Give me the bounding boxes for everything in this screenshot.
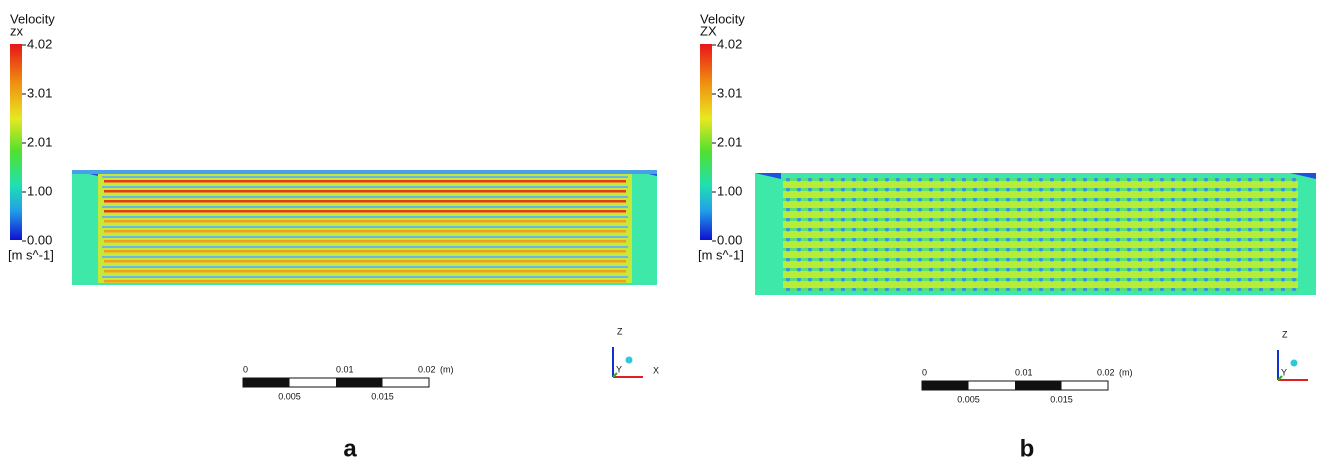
scale-label: 0.015 — [1050, 394, 1073, 404]
legend-tick: 3.01 — [27, 85, 52, 100]
axis-label: Z — [1282, 329, 1288, 339]
channel-core — [104, 180, 626, 183]
legend-tick: 4.02 — [27, 36, 52, 51]
legend-tick: 1.00 — [717, 183, 742, 198]
view-sphere — [625, 356, 633, 364]
pin-fin-zone — [783, 178, 1298, 291]
scale-label: 0 — [922, 367, 927, 377]
channel-core — [104, 210, 626, 213]
axis-label: Y — [616, 364, 622, 374]
channel-wall — [102, 216, 628, 218]
channel-wall — [102, 246, 628, 248]
channel-wall — [102, 266, 628, 268]
legend-tick: 2.01 — [717, 134, 742, 149]
channel-wall — [102, 256, 628, 258]
legend-tick: 3.01 — [717, 85, 742, 100]
channel-wall — [102, 196, 628, 198]
legend-tick: 0.00 — [717, 232, 742, 247]
channel-core — [104, 280, 626, 283]
legend-tick: 1.00 — [27, 183, 52, 198]
scale-label: 0.005 — [957, 394, 980, 404]
channel-wall — [102, 276, 628, 278]
channel-core — [104, 270, 626, 273]
top-wall — [72, 170, 657, 174]
legend-tick: 0.00 — [27, 232, 52, 247]
legend-subtitle: zx — [10, 23, 24, 38]
scale-label: 0.02 — [1097, 367, 1115, 377]
channel-core — [104, 190, 626, 193]
scale-label: 0.005 — [278, 391, 301, 401]
scale-label: 0 — [243, 364, 248, 374]
scale-label: 0.01 — [336, 364, 354, 374]
legend-title: Velocity — [700, 11, 745, 26]
color-bar — [700, 44, 712, 240]
channel-core — [104, 230, 626, 233]
scale-label: (m) — [440, 364, 454, 374]
legend-tick: 2.01 — [27, 134, 52, 149]
inlet-corner — [755, 173, 781, 179]
axis-label: Z — [617, 326, 623, 336]
outlet-corner — [1290, 173, 1316, 179]
scale-seg — [922, 381, 969, 390]
legend-unit: [m s^-1] — [8, 247, 54, 262]
scale-seg — [1015, 381, 1062, 390]
channel-wall — [102, 236, 628, 238]
legend-unit: [m s^-1] — [698, 247, 744, 262]
channel-core — [104, 250, 626, 253]
channel-wall — [102, 176, 628, 178]
axis-label: X — [653, 365, 659, 375]
legend-tick: 4.02 — [717, 36, 742, 51]
channel-core — [104, 240, 626, 243]
view-sphere — [1290, 359, 1298, 367]
scale-label: 0.02 — [418, 364, 436, 374]
channel-core — [104, 260, 626, 263]
legend-subtitle: ZX — [700, 23, 717, 38]
channel-core — [104, 200, 626, 203]
scale-label: 0.015 — [371, 391, 394, 401]
y-axis — [612, 372, 618, 378]
panel-label: b — [1020, 435, 1035, 459]
channel-wall — [102, 186, 628, 188]
channel-wall — [102, 206, 628, 208]
scale-seg — [243, 378, 290, 387]
panel-label: a — [343, 435, 357, 459]
scale-seg — [336, 378, 383, 387]
scale-label: 0.01 — [1015, 367, 1033, 377]
y-axis — [1277, 375, 1283, 381]
color-bar — [10, 44, 22, 240]
scale-label: (m) — [1119, 367, 1133, 377]
legend-title: Velocity — [10, 11, 55, 26]
channel-wall — [102, 226, 628, 228]
axis-label: Y — [1281, 367, 1287, 377]
channel-core — [104, 220, 626, 223]
